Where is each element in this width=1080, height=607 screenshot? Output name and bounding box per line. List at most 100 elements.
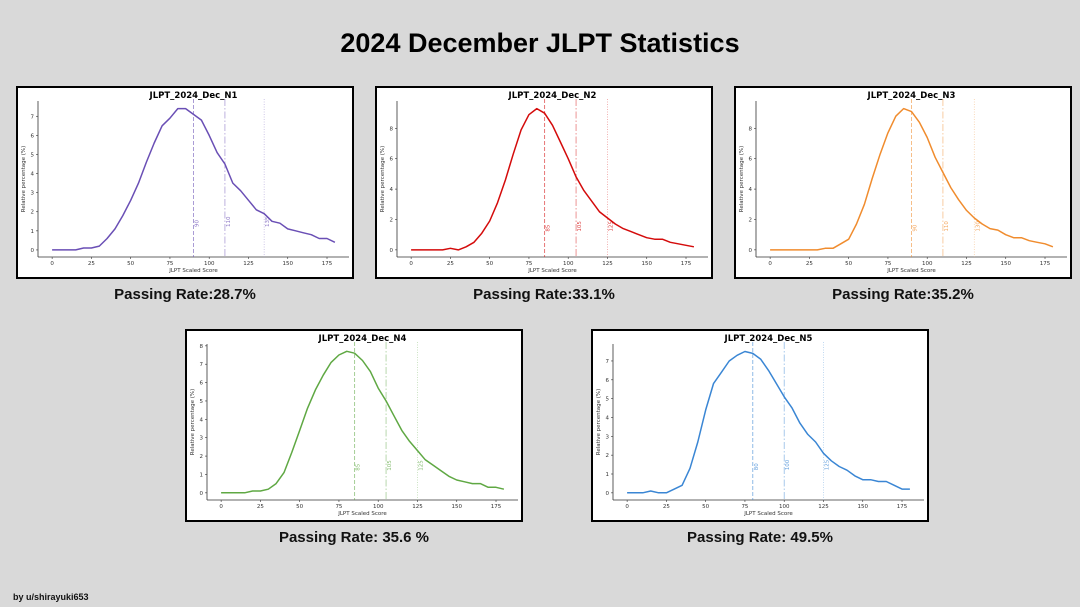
- distribution-line: [221, 350, 505, 494]
- y-tick-label: 3: [31, 191, 35, 197]
- y-tick-label: 5: [606, 397, 610, 403]
- x-tick-label: 75: [884, 261, 891, 267]
- x-tick-label: 50: [845, 261, 852, 267]
- y-tick-label: 8: [749, 126, 753, 132]
- y-axis-label: Relative percentage (%): [21, 146, 27, 213]
- threshold-label: 85: [356, 463, 362, 470]
- y-tick-label: 0: [390, 248, 394, 254]
- threshold-label: 90: [913, 224, 919, 231]
- threshold-label: 85: [546, 224, 552, 231]
- threshold-label: 125: [608, 221, 614, 232]
- y-tick-label: 6: [200, 381, 204, 387]
- x-tick-label: 125: [961, 261, 972, 267]
- y-axis-label: Relative percentage (%): [190, 389, 196, 456]
- y-tick-label: 7: [200, 362, 204, 368]
- x-tick-label: 100: [922, 261, 933, 267]
- x-tick-label: 175: [681, 261, 692, 267]
- chart-title: JLPT_2024_Dec_N4: [318, 334, 407, 344]
- threshold-label: 130: [975, 221, 981, 232]
- y-tick-label: 2: [200, 454, 204, 460]
- y-axis-label: Relative percentage (%): [596, 389, 602, 456]
- page-title: 2024 December JLPT Statistics: [340, 28, 740, 58]
- x-tick-label: 125: [818, 504, 829, 510]
- distribution-line: [770, 107, 1054, 251]
- threshold-label: 90: [195, 220, 201, 227]
- y-tick-label: 7: [606, 359, 610, 365]
- y-tick-label: 3: [606, 434, 610, 440]
- x-tick-label: 75: [741, 504, 748, 510]
- passing-rate-n1: Passing Rate:28.7%: [114, 286, 256, 303]
- x-tick-label: 150: [1000, 261, 1011, 267]
- x-tick-label: 100: [373, 504, 384, 510]
- x-tick-label: 125: [412, 504, 423, 510]
- chart-svg: JLPT_2024_Dec_N10 25 50 75 100 125 150 17501234…: [21, 91, 349, 274]
- x-tick-label: 175: [322, 261, 333, 267]
- credit: by u/shirayuki653: [13, 592, 89, 602]
- passing-rate-n2: Passing Rate:33.1%: [473, 286, 615, 303]
- chart-svg: JLPT_2024_Dec_N40 25 50 75 100 125 150 17501234…: [190, 334, 518, 517]
- x-tick-label: 25: [88, 261, 95, 267]
- x-tick-label: 175: [491, 504, 502, 510]
- threshold-label: 135: [265, 216, 271, 227]
- x-tick-label: 50: [296, 504, 303, 510]
- x-tick-label: 75: [525, 261, 532, 267]
- chart-title: JLPT_2024_Dec_N2: [508, 91, 597, 101]
- x-axis-label: JLPT Scaled Score: [337, 511, 387, 517]
- distribution-line: [627, 350, 910, 494]
- x-tick-label: 150: [451, 504, 462, 510]
- y-tick-label: 2: [749, 217, 753, 223]
- x-tick-label: 150: [641, 261, 652, 267]
- passing-rate-n3: Passing Rate:35.2%: [832, 286, 974, 303]
- passing-rate-n4: Passing Rate: 35.6 %: [278, 529, 430, 546]
- y-tick-label: 1: [200, 472, 204, 478]
- threshold-label: 125: [418, 460, 424, 471]
- y-tick-label: 4: [606, 415, 610, 421]
- threshold-label: 110: [226, 216, 232, 227]
- x-tick-label: 0: [219, 504, 223, 510]
- x-tick-label: 25: [257, 504, 264, 510]
- y-axis-label: Relative percentage (%): [739, 146, 745, 213]
- x-tick-label: 175: [1040, 261, 1051, 267]
- x-tick-label: 125: [243, 261, 254, 267]
- threshold-label: 105: [577, 221, 583, 232]
- x-tick-label: 50: [702, 504, 709, 510]
- chart-n4: JLPT_2024_Dec_N4 0 25 50 75 100 125 150 175 0 1 2 3 4…: [185, 329, 523, 522]
- y-tick-label: 4: [749, 187, 753, 193]
- chart-n5: JLPT_2024_Dec_N5 0 25 50 75 100 125 150 175 0 1 2 3 4…: [591, 329, 929, 522]
- threshold-label: 110: [944, 221, 950, 232]
- x-tick-label: 150: [282, 261, 293, 267]
- y-tick-label: 2: [390, 217, 394, 223]
- y-tick-label: 0: [749, 248, 753, 254]
- y-tick-label: 1: [606, 472, 610, 478]
- x-axis-label: JLPT Scaled Score: [886, 268, 936, 274]
- y-tick-label: 6: [606, 378, 610, 384]
- y-tick-label: 6: [749, 157, 753, 163]
- x-tick-label: 0: [50, 261, 54, 267]
- chart-title: JLPT_2024_Dec_N3: [867, 91, 956, 101]
- y-tick-label: 5: [200, 399, 204, 405]
- y-tick-label: 2: [31, 210, 35, 216]
- x-tick-label: 25: [663, 504, 670, 510]
- x-axis-label: JLPT Scaled Score: [743, 511, 793, 517]
- x-tick-label: 25: [447, 261, 454, 267]
- y-tick-label: 0: [200, 491, 204, 497]
- x-axis-label: JLPT Scaled Score: [527, 268, 577, 274]
- chart-n1: JLPT_2024_Dec_N1 0 25 50 75 100 125 150 175 0 1 2 3 4…: [16, 86, 354, 279]
- x-tick-label: 50: [486, 261, 493, 267]
- chart-title: JLPT_2024_Dec_N5: [724, 334, 813, 344]
- threshold-label: 125: [824, 459, 830, 470]
- y-tick-label: 6: [31, 133, 35, 139]
- x-tick-label: 125: [602, 261, 613, 267]
- chart-n2: JLPT_2024_Dec_N2 0 25 50 75 100 125 150 175 0 2 4 6 8…: [375, 86, 713, 279]
- y-tick-label: 0: [31, 248, 35, 254]
- chart-svg: JLPT_2024_Dec_N50 25 50 75 100 125 150 17501234…: [596, 334, 924, 517]
- y-tick-label: 2: [606, 453, 610, 459]
- y-tick-label: 3: [200, 436, 204, 442]
- y-tick-label: 4: [200, 417, 204, 423]
- x-tick-label: 100: [563, 261, 574, 267]
- y-tick-label: 6: [390, 157, 394, 163]
- x-tick-label: 25: [806, 261, 813, 267]
- x-tick-label: 75: [335, 504, 342, 510]
- x-tick-label: 175: [897, 504, 908, 510]
- x-tick-label: 0: [768, 261, 772, 267]
